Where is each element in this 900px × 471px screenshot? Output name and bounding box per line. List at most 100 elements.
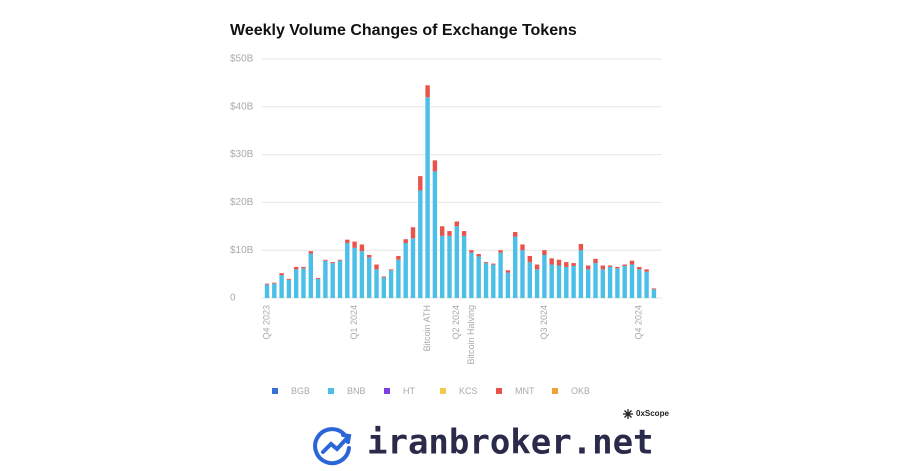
bar-segment	[425, 97, 430, 299]
x-tick-label: Bitcoin ATH	[422, 305, 432, 351]
bar-segment	[432, 160, 438, 172]
bar-segment	[476, 256, 481, 298]
x-tick-label: Q3 2024	[539, 305, 549, 340]
bar-segment	[403, 239, 408, 244]
bar-segment	[505, 270, 511, 273]
legend-swatch	[440, 388, 446, 394]
bar-segment	[396, 259, 401, 298]
bar-segment	[330, 262, 335, 264]
bar-segment	[425, 85, 430, 98]
bar-segment	[461, 231, 467, 236]
bar-segment	[381, 277, 386, 298]
bar-segment	[629, 260, 635, 265]
bar-segment	[469, 252, 474, 298]
bar-segment	[308, 251, 313, 254]
bar-segment	[315, 277, 321, 279]
bar-segment	[454, 221, 459, 227]
bar-segment	[272, 282, 277, 284]
x-tick-label: Q1 2024	[349, 305, 359, 340]
bar-segment	[622, 264, 627, 266]
bar-segment	[447, 231, 452, 236]
bar-segment	[418, 176, 423, 191]
y-tick-label: $40B	[230, 101, 254, 112]
bar-segment	[513, 232, 518, 237]
bar-segment	[279, 275, 284, 298]
bar-segment	[534, 264, 540, 270]
bar-segment	[454, 226, 459, 298]
bar-segment	[301, 266, 306, 269]
chart-title: Weekly Volume Changes of Exchange Tokens	[230, 22, 577, 39]
bar-segment	[352, 247, 357, 298]
bar-segment	[483, 263, 489, 298]
bar-segment	[498, 252, 503, 298]
legend-label: KCS	[459, 386, 478, 396]
bar-segment	[264, 283, 270, 285]
bar-segment	[637, 266, 642, 270]
source: 0xScope	[636, 409, 669, 418]
bar-segment	[593, 258, 598, 264]
bar-segment	[359, 244, 365, 252]
x-tick-label: Bitcoin Halving	[466, 305, 476, 365]
bar-segment	[337, 259, 343, 261]
bar-segment	[607, 266, 613, 298]
y-tick-label: $10B	[230, 245, 254, 256]
x-tick-label: Q4 2024	[634, 305, 644, 340]
bar-segment	[447, 235, 452, 298]
bar-segment	[556, 265, 562, 298]
bar-segment	[272, 283, 277, 298]
bar-segment	[308, 253, 313, 298]
bar-segment	[593, 263, 598, 298]
legend-swatch	[328, 388, 334, 394]
bar-segment	[549, 258, 554, 265]
bar-segment	[345, 243, 350, 298]
bar-segment	[294, 266, 299, 270]
bar-segment	[323, 259, 328, 261]
bar-segment	[491, 264, 496, 298]
bar-segment	[476, 254, 481, 257]
bar-segment	[264, 284, 270, 298]
bar-segment	[345, 239, 350, 244]
watermark-logo	[313, 427, 352, 466]
bar-segment	[315, 278, 321, 298]
bar-segment	[440, 226, 445, 236]
legend-label: BGB	[291, 386, 310, 396]
bar-segment	[564, 266, 569, 298]
y-tick-label: $30B	[230, 149, 254, 160]
bar-segment	[607, 265, 613, 267]
bar-segment	[651, 288, 657, 290]
bar-segment	[461, 235, 467, 298]
bar-segment	[403, 243, 408, 298]
legend-label: HT	[403, 386, 415, 396]
bar-segment	[615, 268, 620, 298]
bar-segment	[330, 263, 335, 298]
bar-segment	[622, 265, 627, 298]
bar-segment	[651, 289, 657, 298]
bar-segment	[527, 255, 532, 263]
bar-segment	[520, 244, 525, 251]
bar-segment	[279, 273, 284, 276]
bar-segment	[337, 260, 343, 298]
bar-segment	[410, 227, 416, 239]
legend-swatch	[496, 388, 502, 394]
bar-segment	[388, 269, 394, 271]
bar-segment	[359, 251, 365, 298]
bar-segment	[513, 236, 518, 298]
bar-segment	[586, 265, 591, 270]
bar-segment	[286, 279, 292, 298]
bar-segment	[542, 254, 547, 298]
bar-segment	[578, 250, 584, 298]
bar-segment	[571, 263, 576, 266]
bar-segment	[549, 264, 554, 298]
bar-segment	[556, 259, 562, 266]
bar-segment	[374, 264, 379, 270]
watermark: iranbroker.net	[367, 423, 654, 463]
bar-segment	[367, 257, 372, 298]
bar-segment	[505, 272, 511, 298]
bar-segment	[286, 278, 292, 280]
bar-segment	[491, 263, 496, 265]
x-tick-label: Q2 2024	[451, 305, 461, 340]
legend-swatch	[384, 388, 390, 394]
bar-segment	[381, 276, 386, 278]
bar-segment	[644, 269, 649, 272]
bar-segment	[498, 250, 503, 253]
